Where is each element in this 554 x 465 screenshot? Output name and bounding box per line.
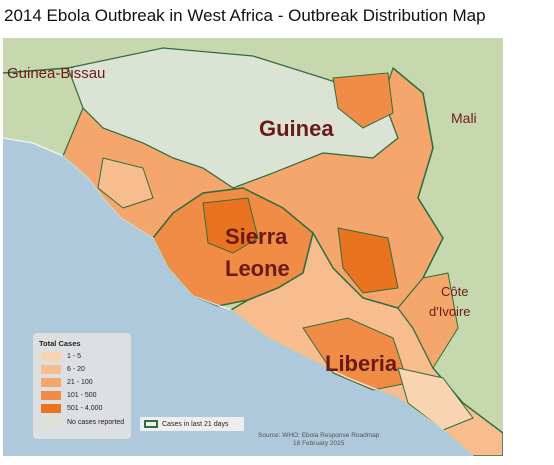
cote-divoire-affected [397,272,459,370]
source-line-1: Source: WHO: Ebola Response Roadmap [258,432,380,439]
label-guinea-bissau: Guinea-Bissau [7,65,106,82]
legend-item: 21 - 100 [41,377,93,387]
legend-item: 501 - 4,000 [41,403,102,413]
legend-swatch [41,417,61,427]
legend-label: 501 - 4,000 [67,404,103,412]
label-cote: Côte [441,284,469,299]
page-title: 2014 Ebola Outbreak in West Africa - Out… [4,6,486,25]
legend-swatch [41,364,61,374]
map[interactable]: Guinea-Bissau Guinea Mali Sierra Leone C… [3,38,503,456]
legend-item: No cases reported [41,417,124,427]
legend-item: 1 - 5 [41,351,81,361]
source-note: Source: WHO: Ebola Response Roadmap 18 F… [258,432,379,448]
legend-swatch [41,390,61,400]
label-leone: Leone [225,256,290,281]
map-canvas [3,38,503,456]
legend-swatch [41,351,61,361]
recent-cases-label: Cases in last 21 days [162,420,229,428]
label-divoire: d'Ivoire [429,304,471,319]
guinea-hotspot-ne [332,72,394,129]
guinea-hotspot-se [337,227,399,294]
source-line-2: 18 February 2015 [293,440,345,447]
legend-item: 6 - 20 [41,364,85,374]
label-liberia: Liberia [325,351,398,376]
recent-cases-swatch [144,420,158,428]
label-sierra: Sierra [225,224,288,249]
border-guinea-bissau [3,67,69,74]
label-guinea: Guinea [259,116,334,141]
legend: Total Cases 1 - 5 6 - 20 21 - 100 101 - … [33,333,131,439]
guinea-coastal [97,157,154,209]
legend-label: No cases reported [67,418,125,426]
legend-label: 1 - 5 [67,352,82,360]
legend-item: 101 - 500 [41,390,97,400]
sierra-leone-hotspot [202,197,259,254]
coastline [3,137,474,456]
label-mali: Mali [451,110,477,126]
legend-label: 6 - 20 [67,365,85,373]
liberia-southeast [397,367,474,431]
legend-swatch [41,377,61,387]
legend-label: 21 - 100 [67,378,93,386]
recent-cases-legend: Cases in last 21 days [140,417,244,431]
legend-swatch [41,403,61,413]
legend-label: 101 - 500 [67,391,97,399]
border-guinea-mali [392,67,444,279]
legend-title: Total Cases [39,339,81,348]
